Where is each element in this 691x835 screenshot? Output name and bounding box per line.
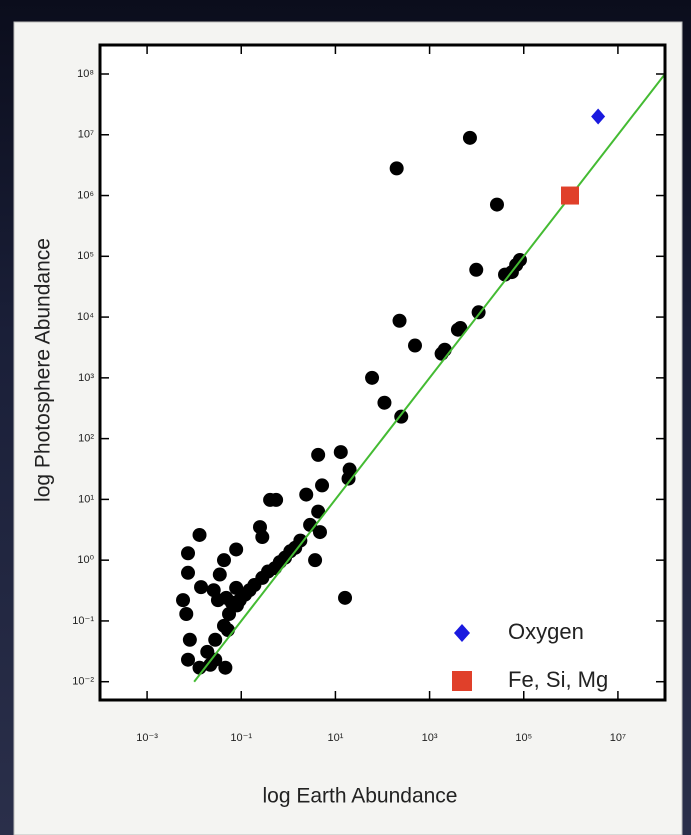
data-point [315, 478, 329, 492]
data-point [438, 343, 452, 357]
x-tick-label: 10³ [422, 732, 438, 744]
data-point [338, 591, 352, 605]
data-point [183, 633, 197, 647]
x-tick-label: 10⁻³ [136, 732, 158, 744]
y-axis-label: log Photosphere Abundance [32, 238, 55, 502]
y-tick-label: 10⁻¹ [72, 615, 94, 627]
data-point [311, 448, 325, 462]
y-tick-label: 10⁵ [77, 250, 94, 262]
data-point [393, 314, 407, 328]
data-point [308, 553, 322, 567]
data-point [221, 623, 235, 637]
data-point [217, 553, 231, 567]
data-point [193, 528, 207, 542]
data-point [208, 633, 222, 647]
data-point [490, 198, 504, 212]
page: log Earth Abundance log Photosphere Abun… [0, 0, 691, 835]
data-point [225, 596, 239, 610]
y-tick-label: 10⁷ [78, 129, 94, 141]
x-tick-label: 10¹ [327, 732, 343, 744]
data-point [179, 607, 193, 621]
x-tick-label: 10⁵ [515, 732, 532, 744]
y-tick-label: 10¹ [78, 493, 94, 505]
data-point [408, 339, 422, 353]
data-point [218, 661, 232, 675]
y-tick-label: 10³ [78, 372, 94, 384]
y-tick-label: 10⁶ [77, 189, 94, 201]
data-point [181, 653, 195, 667]
data-point [377, 396, 391, 410]
y-tick-label: 10⁸ [77, 68, 94, 80]
data-point [365, 371, 379, 385]
data-point [194, 580, 208, 594]
y-tick-label: 10⁻² [72, 676, 94, 688]
data-point [181, 566, 195, 580]
legend-label: Oxygen [508, 619, 584, 644]
x-tick-label: 10⁻¹ [230, 732, 252, 744]
x-tick-label: 10⁷ [610, 732, 626, 744]
data-point [255, 530, 269, 544]
fe-si-mg-point [561, 187, 579, 205]
data-point [213, 568, 227, 582]
data-point [229, 542, 243, 556]
y-tick-label: 10⁴ [77, 311, 94, 323]
data-point [181, 546, 195, 560]
data-point [334, 445, 348, 459]
y-tick-label: 10² [78, 433, 94, 445]
data-point [299, 488, 313, 502]
legend-marker [452, 671, 472, 691]
data-point [269, 493, 283, 507]
y-tick-label: 10⁰ [77, 554, 94, 566]
data-point [463, 131, 477, 145]
data-point [469, 263, 483, 277]
x-axis-label: log Earth Abundance [263, 785, 458, 808]
data-point [229, 581, 243, 595]
data-point [390, 161, 404, 175]
data-point [176, 593, 190, 607]
chart: log Earth Abundance log Photosphere Abun… [0, 0, 691, 835]
legend-label: Fe, Si, Mg [508, 667, 608, 692]
